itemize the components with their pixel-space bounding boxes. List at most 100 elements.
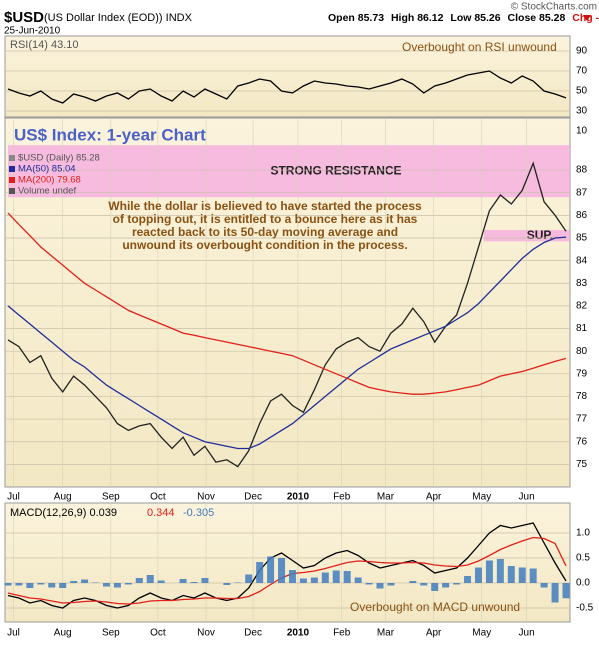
histogram-bar xyxy=(113,583,121,588)
histogram-bar xyxy=(453,583,461,585)
histogram-bar xyxy=(299,578,307,583)
stat: Open 85.73 xyxy=(328,12,384,24)
histogram-bar xyxy=(442,583,450,588)
histogram-bar xyxy=(48,583,56,588)
down-arrow xyxy=(583,15,591,21)
series-line xyxy=(7,212,567,395)
stat: High 86.12 xyxy=(391,12,444,24)
x-tick-label: Feb xyxy=(333,628,351,639)
x-tick-label: Feb xyxy=(333,492,351,503)
symbol: $USD xyxy=(4,9,44,26)
legend-label: $USD (Daily) 85.28 xyxy=(18,153,100,164)
legend-label: -0.305 xyxy=(183,507,214,519)
histogram-bar xyxy=(431,583,439,591)
histogram-bar xyxy=(223,583,231,585)
x-tick-label: Nov xyxy=(197,492,215,503)
x-tick-label: Apr xyxy=(426,492,442,503)
histogram-bar xyxy=(157,580,165,583)
x-tick-label: Mar xyxy=(377,492,395,503)
x-tick-label: Nov xyxy=(197,628,215,639)
stat: Low 85.26 xyxy=(450,12,500,24)
annotation: Overbought on RSI unwound xyxy=(402,40,557,54)
histogram-bar xyxy=(551,583,559,603)
y-tick-label: 78 xyxy=(576,391,588,402)
legend-label: Volume undef xyxy=(18,186,76,197)
x-tick-label: Dec xyxy=(244,628,262,639)
y-tick-label: 82 xyxy=(576,301,588,312)
chart-title: US$ Index: 1-year Chart xyxy=(14,125,206,144)
legend-label: MACD(12,26,9) 0.039 xyxy=(10,507,117,519)
histogram-bar xyxy=(234,582,242,583)
credit: © StockCharts.com xyxy=(511,2,597,13)
x-tick-label: Sep xyxy=(102,492,120,503)
y-tick-label: 80 xyxy=(576,346,588,357)
histogram-bar xyxy=(540,583,548,588)
histogram-bar xyxy=(81,579,89,583)
histogram-bar xyxy=(26,583,34,588)
symbol-name: (US Dollar Index (EOD)) INDX xyxy=(44,12,193,24)
histogram-bar xyxy=(474,567,482,583)
histogram-bar xyxy=(343,571,351,583)
histogram-bar xyxy=(124,583,132,585)
x-tick-label: May xyxy=(472,628,491,639)
stat: Close 85.28 xyxy=(508,12,566,24)
x-tick-label: 2010 xyxy=(287,628,310,639)
x-tick-label: Jun xyxy=(519,492,535,503)
histogram-bar xyxy=(102,583,110,587)
annotation: Overbought on MACD unwound xyxy=(350,600,520,614)
histogram-bar xyxy=(376,583,384,589)
histogram-bar xyxy=(485,560,493,583)
x-tick-label: May xyxy=(472,492,491,503)
y-tick-label: 81 xyxy=(576,323,588,334)
annotation: unwound its overbought condition in the … xyxy=(122,238,407,252)
x-tick-label: 2010 xyxy=(287,492,310,503)
histogram-bar xyxy=(496,559,504,583)
y-tick-label: 1.0 xyxy=(576,528,590,539)
histogram-bar xyxy=(420,583,428,586)
y-tick-label: 70 xyxy=(576,66,588,77)
y-tick-label: 84 xyxy=(576,255,588,266)
date: 25-Jun-2010 xyxy=(4,26,61,37)
histogram-bar xyxy=(409,581,417,583)
x-tick-label: Jun xyxy=(519,628,535,639)
x-tick-label: Sep xyxy=(102,628,120,639)
y-tick-label: 0.5 xyxy=(576,553,590,564)
legend-label: MA(50) 85.04 xyxy=(18,164,76,175)
histogram-bar xyxy=(365,583,373,585)
histogram-bar xyxy=(37,583,45,585)
stats: Open 85.73 High 86.12 Low 85.26 Close 85… xyxy=(328,12,599,24)
x-tick-label: Dec xyxy=(244,492,262,503)
y-tick-label: 30 xyxy=(576,106,588,117)
x-tick-label: Oct xyxy=(150,492,166,503)
x-tick-label: Aug xyxy=(54,492,72,503)
histogram-bar xyxy=(245,574,253,583)
y-tick-label: 79 xyxy=(576,368,588,379)
histogram-bar xyxy=(310,577,318,583)
histogram-bar xyxy=(529,568,537,583)
histogram-bar xyxy=(92,582,100,583)
y-tick-label: 10 xyxy=(576,126,588,137)
series-line xyxy=(7,536,567,605)
series-line xyxy=(7,161,567,468)
histogram-bar xyxy=(15,583,23,586)
x-tick-label: Oct xyxy=(150,628,166,639)
y-tick-label: 83 xyxy=(576,278,588,289)
series-line xyxy=(7,70,567,104)
y-tick-label: 86 xyxy=(576,210,588,221)
histogram-bar xyxy=(146,575,154,583)
legend-swatch xyxy=(9,188,15,194)
histogram-bar xyxy=(562,583,570,599)
y-tick-label: 76 xyxy=(576,436,588,447)
y-tick-label: 77 xyxy=(576,414,588,425)
y-tick-label: 0.0 xyxy=(576,578,590,589)
annotation: of topping out, it is entitled to a boun… xyxy=(113,212,418,226)
histogram-bar xyxy=(518,567,526,583)
zone xyxy=(8,145,570,198)
histogram-bar xyxy=(267,556,275,583)
histogram-bar xyxy=(321,572,329,583)
histogram-bar xyxy=(278,558,286,583)
zone xyxy=(483,230,570,242)
x-tick-label: Mar xyxy=(377,628,395,639)
histogram-bar xyxy=(190,582,198,583)
